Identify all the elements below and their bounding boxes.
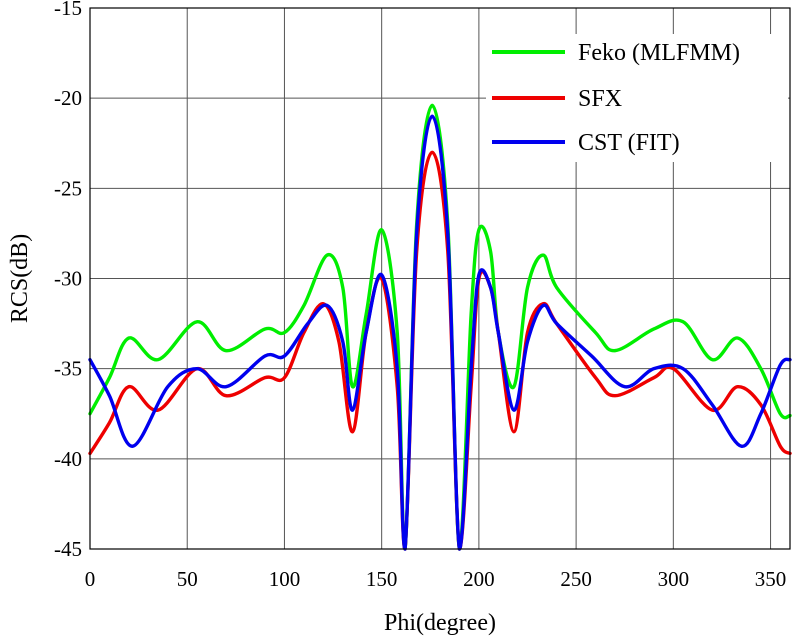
legend-label-sfx: SFX [578,86,622,112]
series-line-sfx [88,150,792,551]
x-axis-label: Phi(degree) [384,610,496,636]
y-tick-label: -15 [54,0,82,20]
series-line-cst [88,114,792,551]
x-tick-label: 100 [269,567,301,591]
legend-label-feko: Feko (MLFMM) [578,40,740,66]
x-tick-label: 300 [658,567,690,591]
y-axis-label: RCS(dB) [7,234,33,323]
plot-frame [89,7,791,550]
tick-labels: 0 50 100 150 200 250 300 350 -15 -20 -25 -30 -35 -40 -… [54,0,786,591]
x-tick-label: 200 [463,567,495,591]
series-lines [88,103,792,551]
legend-label-cst: CST (FIT) [578,130,680,156]
y-tick-label: -20 [54,86,82,110]
x-tick-label: 50 [177,567,198,591]
y-tick-label: -25 [54,176,82,200]
y-tick-label: -35 [54,357,82,381]
x-tick-label: 250 [560,567,592,591]
x-tick-label: 0 [85,567,96,591]
legend: Feko (MLFMM) SFX CST (FIT) [486,34,788,162]
x-tick-label: 150 [366,567,398,591]
x-tick-label: 350 [755,567,787,591]
y-tick-label: -45 [54,537,82,561]
y-tick-label: -30 [54,267,82,291]
y-tick-label: -40 [54,447,82,471]
